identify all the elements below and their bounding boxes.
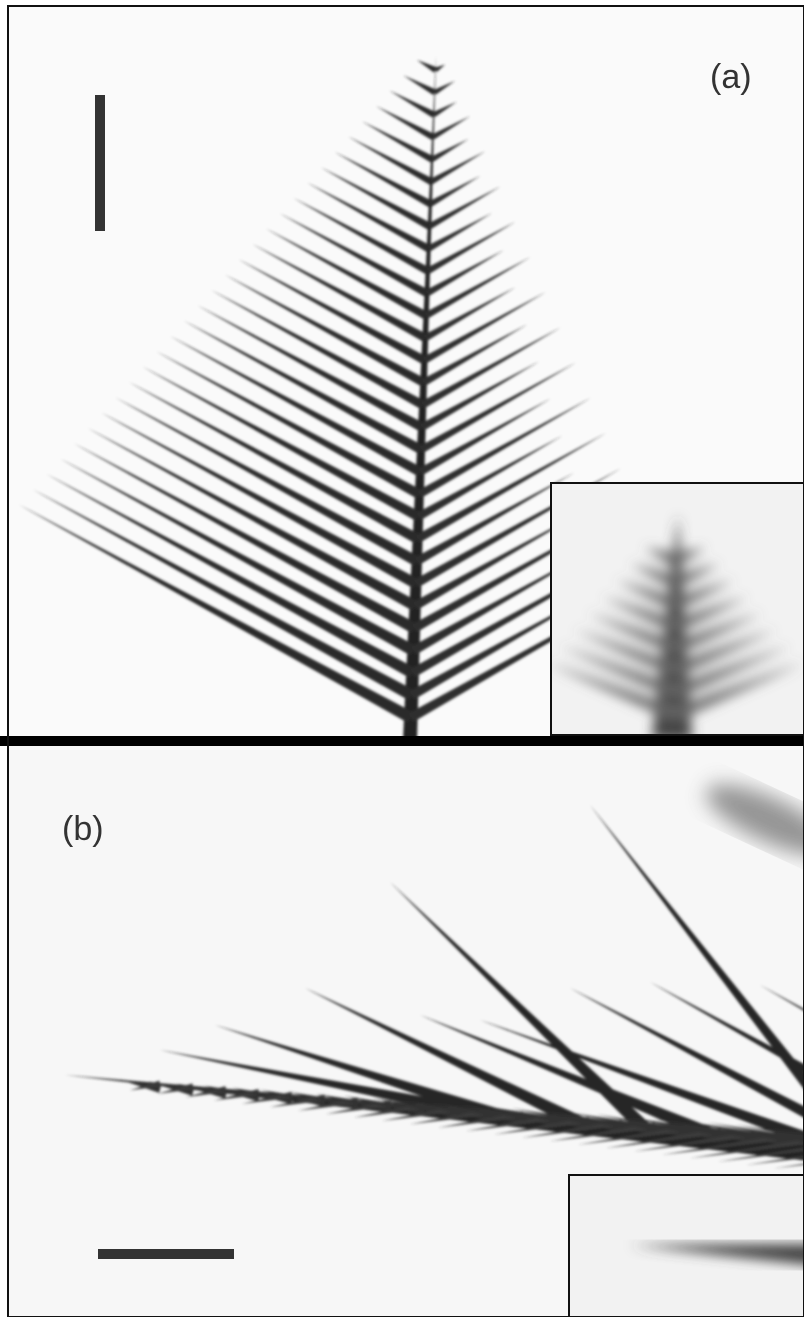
page: (a) (b) (() => { const data = JSON.parse… xyxy=(0,0,804,1317)
panel-label: (b) xyxy=(62,810,104,848)
divider xyxy=(0,736,804,746)
figure: (a) (b) xyxy=(0,0,804,1317)
panel-label: (a) xyxy=(710,58,752,96)
scale-bar-a xyxy=(95,95,105,231)
scale-bar-b xyxy=(98,1249,234,1259)
